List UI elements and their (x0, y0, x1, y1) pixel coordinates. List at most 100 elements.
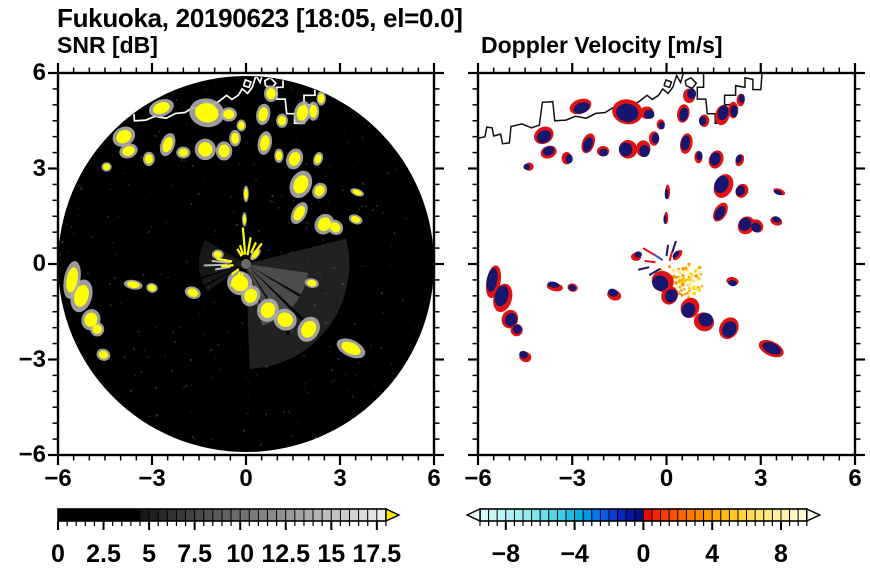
colorbar-cell (112, 508, 123, 522)
noise-speckle (305, 162, 308, 166)
velocity-speckle (674, 267, 677, 270)
noise-speckle (339, 395, 341, 398)
echo-core (709, 152, 721, 166)
velocity-speckle (692, 291, 697, 296)
noise-speckle (159, 95, 162, 98)
echo-core (639, 144, 650, 158)
noise-speckle (155, 414, 159, 417)
noise-speckle (213, 233, 215, 236)
velocity-speckle (697, 271, 701, 275)
noise-speckle (290, 332, 292, 335)
coastline-path (478, 73, 685, 145)
echo-core (618, 142, 633, 157)
echo-core (643, 109, 655, 119)
noise-speckle (188, 338, 190, 340)
y-tick-label: −3 (18, 345, 46, 373)
velocity-speckle (688, 287, 691, 290)
origin-dash (648, 267, 661, 277)
noise-speckle (135, 336, 137, 338)
velocity-speckle (678, 275, 681, 278)
noise-speckle (290, 87, 293, 89)
colorbar-tick-label: 2.5 (86, 540, 121, 568)
noise-speckle (198, 312, 201, 316)
colorbar-cell (66, 508, 77, 522)
velocity-speckle (671, 274, 676, 279)
noise-speckle (381, 211, 385, 214)
noise-speckle (134, 374, 137, 376)
noise-speckle (290, 250, 293, 253)
doppler-colorbar: −8 −4 0 4 8 (465, 507, 822, 568)
noise-speckle (87, 271, 90, 275)
echo-blob (296, 104, 309, 121)
noise-speckle (251, 185, 253, 187)
colorbar-tick-label: 7.5 (177, 540, 212, 568)
echo-blob (148, 284, 156, 292)
noise-speckle (295, 136, 298, 140)
echo-blob (84, 312, 98, 327)
velocity-speckle (697, 265, 702, 270)
noise-speckle (281, 429, 283, 431)
noise-speckle (367, 335, 369, 337)
noise-speckle (351, 395, 354, 398)
noise-speckle (132, 347, 136, 351)
noise-speckle (402, 299, 404, 302)
y-tick-label: 3 (32, 154, 46, 182)
noise-speckle (148, 415, 151, 418)
noise-speckle (230, 128, 233, 131)
noise-speckle (185, 260, 187, 262)
velocity-speckle (692, 285, 696, 289)
noise-speckle (138, 187, 140, 190)
noise-speckle (203, 306, 206, 308)
noise-speckle (235, 223, 238, 227)
doppler-panel-title: Doppler Velocity [m/s] (481, 32, 723, 58)
noise-speckle (248, 382, 250, 384)
noise-speckle (232, 211, 235, 214)
noise-speckle (106, 291, 108, 293)
noise-speckle (140, 370, 143, 373)
doppler-content (478, 73, 855, 455)
colorbar-cell (625, 508, 636, 522)
noise-speckle (341, 282, 345, 285)
echo-core (738, 93, 745, 104)
noise-speckle (243, 429, 246, 432)
noise-speckle (155, 326, 157, 328)
noise-speckle (203, 333, 206, 336)
velocity-speckle (688, 294, 691, 297)
noise-speckle (154, 386, 157, 389)
noise-speckle (392, 372, 394, 375)
echo-core (565, 154, 573, 164)
noise-speckle (150, 257, 153, 259)
colorbar-cell (763, 508, 773, 522)
noise-speckle (158, 144, 161, 146)
colorbar-cell (488, 508, 498, 522)
yellow-streak (231, 268, 240, 275)
noise-speckle (225, 386, 227, 389)
echo-core (523, 163, 530, 170)
echo-blob (341, 341, 361, 355)
velocity-speckle (698, 278, 701, 281)
echo-core (519, 350, 528, 359)
noise-speckle (365, 265, 367, 267)
origin-dash (653, 253, 664, 262)
noise-speckle (122, 172, 124, 175)
echo-blob (318, 93, 325, 104)
noise-speckle (115, 254, 118, 257)
velocity-speckle (694, 274, 698, 278)
echo-core (494, 285, 509, 307)
echo-blob (238, 121, 245, 130)
noise-speckle (193, 437, 196, 440)
yellow-streak (246, 237, 252, 256)
noise-speckle (300, 371, 302, 373)
velocity-speckle (680, 278, 683, 281)
colorbar-cell (212, 508, 223, 522)
colorbar-cell (703, 508, 713, 522)
noise-speckle (265, 365, 268, 368)
noise-speckle (308, 222, 311, 225)
velocity-speckle (684, 266, 688, 270)
noise-speckle (287, 416, 289, 418)
noise-speckle (152, 398, 154, 400)
colorbar-cell (514, 508, 524, 522)
noise-speckle (252, 163, 255, 166)
echo-blob (288, 151, 301, 166)
noise-speckle (120, 302, 122, 305)
